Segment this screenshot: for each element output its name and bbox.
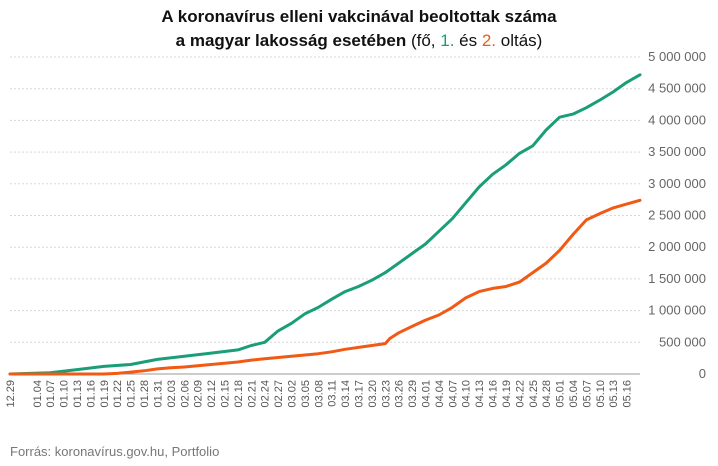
x-tick-label: 02.06 [179, 380, 191, 408]
x-tick-label: 04.13 [474, 380, 486, 408]
x-tick-label: 04.10 [461, 380, 473, 408]
x-tick-label: 02.21 [246, 380, 258, 408]
title-series2-label: 2. [481, 31, 497, 50]
x-tick-label: 01.19 [99, 380, 111, 408]
y-tick-label: 1 000 000 [648, 303, 706, 318]
x-tick-label: 03.20 [367, 380, 379, 408]
x-tick-label: 03.11 [327, 380, 339, 407]
series-line-1 [8, 73, 642, 376]
x-tick-label: 03.05 [300, 380, 312, 408]
x-tick-label: 04.25 [528, 380, 540, 408]
y-tick-label: 2 000 000 [648, 239, 706, 254]
series-line-2 [8, 198, 642, 376]
x-tick-label: 01.04 [32, 380, 44, 408]
x-tick-label: 04.04 [434, 380, 446, 408]
title-open-part: (fő, [406, 31, 441, 50]
x-tick-label: 01.07 [45, 380, 57, 408]
y-tick-label: 0 [699, 366, 706, 381]
x-tick-label: 01.31 [152, 380, 164, 408]
y-tick-label: 4 500 000 [648, 81, 706, 96]
x-tick-label: 04.16 [488, 380, 500, 408]
y-tick-label: 3 000 000 [648, 176, 706, 191]
x-tick-label: 03.26 [394, 380, 406, 408]
x-tick-label: 05.04 [568, 380, 580, 408]
x-tick-label: 02.15 [219, 380, 231, 408]
x-tick-label: 12.29 [5, 380, 17, 408]
title-close-part: oltás) [496, 31, 543, 50]
y-tick-label: 1 500 000 [648, 271, 706, 286]
x-tick-label: 02.18 [233, 380, 245, 408]
x-tick-label: 02.03 [166, 380, 178, 408]
x-tick-label: 04.22 [514, 380, 526, 408]
x-tick-label: 05.07 [581, 380, 593, 408]
x-tick-label: 02.12 [206, 380, 218, 408]
chart-title-line2: a magyar lakosság esetében (fő, 1. és 2.… [0, 30, 718, 52]
chart-title-line1: A koronavírus elleni vakcinával beoltott… [161, 7, 557, 26]
x-tick-label: 01.10 [59, 380, 71, 408]
title-mid-part: és [454, 31, 482, 50]
x-tick-label: 05.01 [555, 380, 567, 408]
x-tick-label: 04.28 [541, 380, 553, 408]
x-tick-label: 03.29 [407, 380, 419, 408]
x-tick-label: 02.27 [273, 380, 285, 408]
x-tick-label: 05.10 [595, 380, 607, 408]
y-tick-label: 2 500 000 [648, 208, 706, 223]
y-tick-label: 500 000 [659, 334, 706, 349]
vaccination-line-chart: 0 500 000 1 000 000 1 500 000 2 000 000 2 500… [5, 49, 706, 408]
x-tick-label: 05.16 [622, 380, 634, 408]
x-tick-label: 01.13 [72, 380, 84, 408]
x-tick-label: 03.17 [354, 380, 366, 408]
y-tick-label: 3 500 000 [648, 144, 706, 159]
x-tick-label: 04.01 [421, 380, 433, 408]
x-tick-label: 03.23 [380, 380, 392, 408]
x-tick-label: 05.13 [608, 380, 620, 408]
y-tick-label: 5 000 000 [648, 49, 706, 64]
title-series1-label: 1. [440, 31, 455, 50]
x-tick-label: 01.25 [126, 380, 138, 408]
x-tick-label: 03.14 [340, 380, 352, 408]
x-tick-label: 01.16 [85, 380, 97, 408]
y-tick-label: 4 000 000 [648, 112, 706, 127]
x-tick-label: 02.09 [193, 380, 205, 408]
x-tick-label: 01.22 [112, 380, 124, 408]
title-bold-part: a magyar lakosság esetében [175, 31, 407, 50]
x-tick-label: 04.07 [447, 380, 459, 408]
x-tick-label: 03.02 [286, 380, 298, 408]
x-tick-label: 03.08 [313, 380, 325, 408]
source-note: Forrás: koronavírus.gov.hu, Portfolio [10, 444, 220, 459]
x-tick-label: 01.28 [139, 380, 151, 408]
x-tick-label: 04.19 [501, 380, 513, 408]
x-tick-label: 02.24 [260, 380, 272, 408]
